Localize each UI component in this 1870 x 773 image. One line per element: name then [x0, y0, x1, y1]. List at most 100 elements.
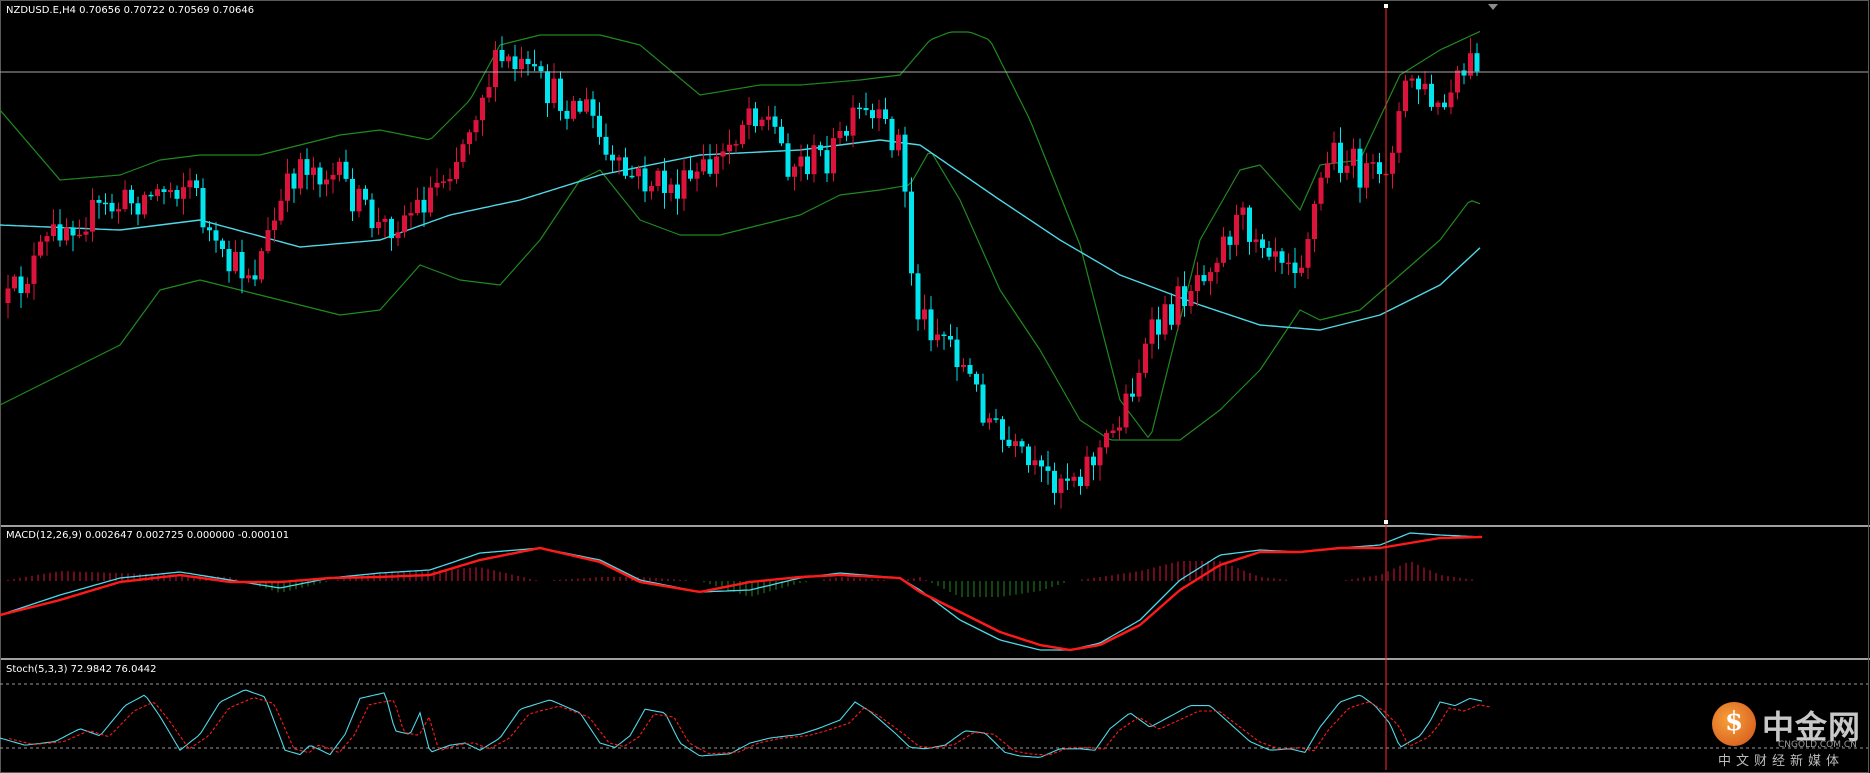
- candle-body: [1286, 262, 1291, 265]
- stochastic-indicator: [0, 683, 1868, 758]
- crosshair-vertical-line[interactable]: [1384, 4, 1388, 770]
- candle-body: [12, 276, 17, 289]
- candle-body: [291, 173, 297, 189]
- candle-body: [1162, 304, 1168, 335]
- candle-body: [148, 194, 154, 197]
- main-panel-label: NZDUSD.E,H4 0.70656 0.70722 0.70569 0.70…: [6, 5, 255, 16]
- candle-body: [1019, 441, 1025, 447]
- candle-body: [688, 170, 693, 179]
- candle-body: [532, 64, 537, 67]
- candle-body: [1429, 83, 1434, 107]
- candle-body: [798, 156, 804, 167]
- candle-body: [259, 251, 264, 280]
- candle-body: [246, 275, 251, 279]
- candle-body: [766, 116, 771, 120]
- candle-body: [1052, 470, 1057, 493]
- candle-body: [655, 170, 661, 186]
- candle-body: [1318, 177, 1324, 204]
- stoch-panel-label: Stoch(5,3,3) 72.9842 76.0442: [6, 664, 157, 675]
- candle-body: [1455, 70, 1460, 93]
- candle-body: [675, 184, 680, 199]
- candle-body: [213, 230, 219, 241]
- stoch-panel[interactable]: [1, 660, 1868, 770]
- candle-body: [564, 110, 570, 119]
- candle-body: [467, 132, 472, 145]
- candle-body: [1182, 286, 1187, 306]
- candle-body: [740, 124, 745, 145]
- watermark-name: 中金网: [1762, 708, 1862, 746]
- candle-body: [863, 108, 869, 111]
- candle-body: [44, 236, 50, 242]
- candle-body: [311, 167, 316, 175]
- candle-body: [1071, 476, 1077, 481]
- candle-body: [727, 144, 732, 152]
- moving-average: [0, 139, 1481, 331]
- candle-body: [714, 156, 719, 174]
- candle-body: [935, 334, 940, 341]
- candle-body: [519, 58, 524, 69]
- candle-body: [590, 99, 596, 116]
- candle-body: [1279, 251, 1285, 263]
- chart-shift-marker: [1488, 4, 1498, 10]
- candle-body: [1097, 447, 1103, 466]
- candle-body: [753, 108, 758, 127]
- candle-body: [1331, 142, 1337, 164]
- candle-body: [584, 99, 589, 112]
- candle-body: [811, 145, 817, 175]
- candle-body: [694, 171, 700, 179]
- candle-body: [376, 222, 381, 229]
- candle-body: [525, 58, 531, 65]
- candle-body: [1123, 393, 1129, 428]
- candle-body: [109, 202, 115, 212]
- candle-body: [616, 157, 622, 161]
- candlesticks: [5, 36, 1480, 509]
- candle-body: [642, 168, 648, 192]
- candle-body: [1351, 148, 1356, 166]
- candle-body: [733, 144, 739, 146]
- candle-body: [57, 224, 63, 241]
- candle-body: [51, 224, 56, 237]
- candle-body: [90, 200, 95, 232]
- candle-body: [480, 97, 485, 121]
- candle-body: [1000, 419, 1005, 440]
- candle-body: [1474, 53, 1480, 72]
- candle-body: [207, 227, 212, 231]
- candle-body: [974, 373, 979, 385]
- candle-body: [1312, 203, 1317, 239]
- candle-body: [987, 418, 992, 423]
- bollinger-bands: [0, 30, 1481, 441]
- macd-panel[interactable]: [1, 527, 1868, 658]
- stoch-main-line: [0, 689, 1483, 758]
- candle-body: [395, 232, 401, 239]
- candle-body: [96, 200, 102, 203]
- candle-body: [961, 365, 966, 367]
- candle-body: [551, 78, 557, 104]
- stoch-signal-line: [8, 697, 1492, 756]
- candle-body: [1370, 162, 1376, 164]
- candle-body: [785, 143, 791, 177]
- main-panel[interactable]: [1, 1, 1868, 525]
- candle-body: [948, 336, 953, 340]
- candle-body: [187, 180, 193, 188]
- candle-body: [850, 107, 856, 136]
- candle-body: [116, 209, 121, 212]
- candle-body: [571, 100, 576, 119]
- candle-body: [805, 156, 810, 175]
- candle-body: [1461, 70, 1467, 76]
- candle-body: [77, 234, 82, 237]
- candle-body: [1403, 80, 1408, 112]
- candle-body: [1266, 247, 1272, 257]
- candle-body: [1227, 236, 1233, 245]
- candle-body: [1195, 275, 1200, 291]
- candle-body: [122, 189, 128, 210]
- candle-body: [1377, 162, 1382, 175]
- candle-body: [883, 109, 888, 119]
- candle-body: [909, 191, 914, 274]
- candle-body: [610, 154, 615, 161]
- candle-body: [343, 161, 349, 179]
- candle-body: [636, 168, 641, 177]
- candle-body: [1136, 372, 1142, 397]
- candle-body: [1292, 262, 1298, 273]
- candle-body: [558, 78, 563, 111]
